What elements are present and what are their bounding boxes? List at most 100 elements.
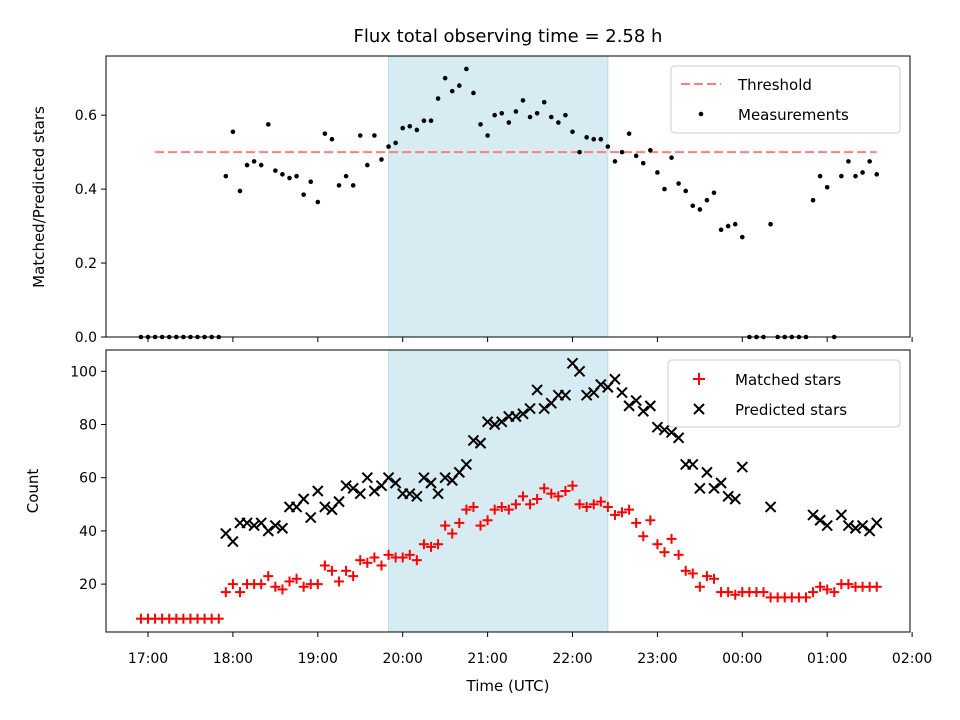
measurement-point — [421, 118, 427, 124]
measurement-point — [442, 75, 448, 81]
matched-star-point — [602, 501, 613, 512]
matched-star-point — [709, 573, 719, 584]
measurement-point — [457, 83, 462, 88]
matched-star-point — [426, 541, 436, 552]
predicted-star-point — [658, 424, 671, 436]
predicted-star-point — [538, 402, 550, 415]
legend-predicted-label: Predicted stars — [735, 401, 847, 419]
predicted-star-point — [404, 487, 416, 500]
top-y-tick-label: 0.0 — [75, 330, 97, 346]
bottom-axes-frame — [105, 349, 911, 633]
measurement-point — [280, 172, 285, 177]
predicted-star-point — [821, 519, 833, 532]
predicted-star-point — [333, 495, 345, 508]
measurement-point — [860, 170, 865, 175]
measurement-point — [541, 99, 547, 105]
predicted-star-point — [637, 405, 649, 417]
measurement-point — [336, 183, 342, 188]
predicted-star-point — [616, 386, 628, 399]
predicted-star-point — [807, 509, 819, 521]
matched-star-point — [475, 520, 486, 531]
predicted-stars-points — [220, 357, 883, 548]
measurement-point — [527, 114, 533, 120]
predicted-star-point — [665, 426, 678, 439]
x-tick-label: 22:00 — [552, 651, 592, 667]
measurement-point — [867, 159, 872, 164]
matched-star-point — [503, 504, 514, 515]
predicted-star-point — [871, 517, 883, 529]
measurement-point — [732, 221, 738, 227]
predicted-star-point — [319, 501, 331, 513]
matched-star-point — [595, 496, 606, 507]
legend-measurements-swatch — [698, 111, 704, 117]
measurement-point — [817, 173, 823, 179]
predicted-star-point — [644, 400, 657, 412]
legend-measurements-label: Measurements — [738, 106, 849, 124]
bottom-y-tick-label: 20 — [79, 577, 97, 593]
measurement-point — [329, 136, 335, 142]
predicted-star-point — [715, 477, 727, 489]
predicted-star-point — [347, 482, 359, 495]
x-tick-label: 18:00 — [213, 651, 253, 667]
predicted-star-point — [488, 418, 501, 431]
predicted-star-point — [276, 522, 289, 534]
matched-star-point — [312, 579, 323, 590]
measurement-point — [315, 199, 321, 205]
x-tick-label: 19:00 — [298, 651, 338, 667]
measurement-point — [513, 109, 519, 114]
top-y-tick-label: 0.4 — [75, 182, 97, 198]
measurement-point — [379, 157, 384, 162]
top-x-ticks — [147, 337, 913, 342]
top-axes-frame — [105, 55, 911, 338]
measurement-point — [874, 172, 880, 177]
matched-star-point — [496, 501, 507, 512]
matched-star-point — [263, 571, 274, 582]
measurement-point — [648, 147, 653, 153]
measurement-point — [740, 234, 745, 240]
matched-star-point — [319, 560, 330, 571]
measurement-point — [570, 129, 575, 135]
matched-star-point — [815, 581, 826, 592]
matched-star-point — [298, 581, 309, 592]
top-y-axis-label: Matched/Predicted stars — [30, 106, 48, 288]
predicted-star-point — [531, 384, 543, 396]
matched-star-point — [383, 549, 394, 560]
measurement-point — [478, 122, 483, 127]
measurement-point — [662, 186, 667, 192]
predicted-star-point — [595, 378, 607, 391]
predicted-star-point — [708, 482, 720, 495]
bottom-y-axis: 20 40 60 80 100 — [70, 364, 106, 593]
matched-star-point — [341, 565, 352, 576]
predicted-star-point — [241, 517, 253, 529]
measurement-point — [294, 173, 299, 179]
predicted-star-point — [814, 514, 826, 526]
chart-title: Flux total observing time = 2.58 h — [354, 26, 663, 47]
predicted-star-point — [382, 471, 395, 484]
measurement-point — [520, 98, 526, 103]
x-tick-label: 21:00 — [467, 651, 507, 667]
measurement-point — [548, 114, 554, 120]
matched-star-point — [433, 539, 444, 550]
matched-star-point — [822, 584, 833, 595]
predicted-star-point — [623, 400, 635, 412]
measurement-point — [251, 159, 257, 164]
measurement-point — [499, 111, 505, 116]
measurement-point — [690, 203, 696, 209]
matched-star-point — [532, 493, 543, 504]
bottom-legend-frame — [667, 359, 901, 428]
measurement-point — [605, 144, 611, 149]
matched-star-point — [829, 587, 840, 598]
measurement-point — [633, 153, 639, 159]
predicted-star-point — [672, 432, 685, 444]
predicted-star-point — [842, 519, 855, 532]
matched-stars-points — [135, 480, 882, 624]
matched-star-point — [871, 581, 882, 592]
matched-star-point — [680, 565, 691, 576]
measurement-point — [711, 190, 717, 196]
matched-star-point — [418, 539, 429, 550]
top-y-tick-label: 0.2 — [75, 256, 97, 272]
matched-star-point — [652, 539, 663, 550]
matched-star-point — [638, 531, 649, 542]
measurement-point — [563, 112, 568, 118]
